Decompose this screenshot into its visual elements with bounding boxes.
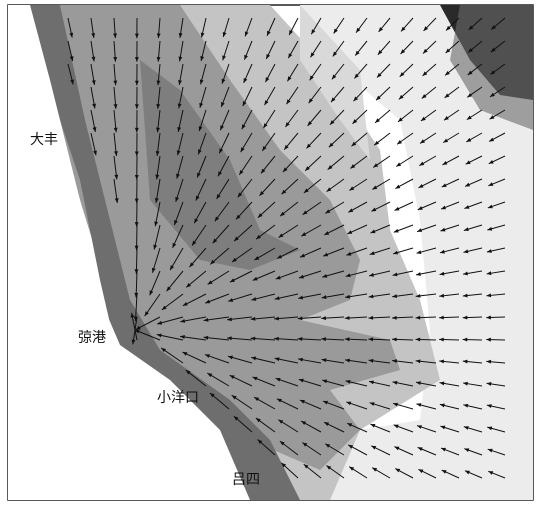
place-label: 小洋口	[157, 390, 199, 406]
map: 大丰 弶港 小洋口 吕四	[0, 0, 540, 509]
place-label: 吕四	[232, 472, 260, 488]
place-label: 大丰	[30, 132, 58, 148]
place-label: 弶港	[78, 330, 106, 346]
page: 大丰 弶港 小洋口 吕四 (() => { const data = JSON.…	[0, 0, 540, 509]
